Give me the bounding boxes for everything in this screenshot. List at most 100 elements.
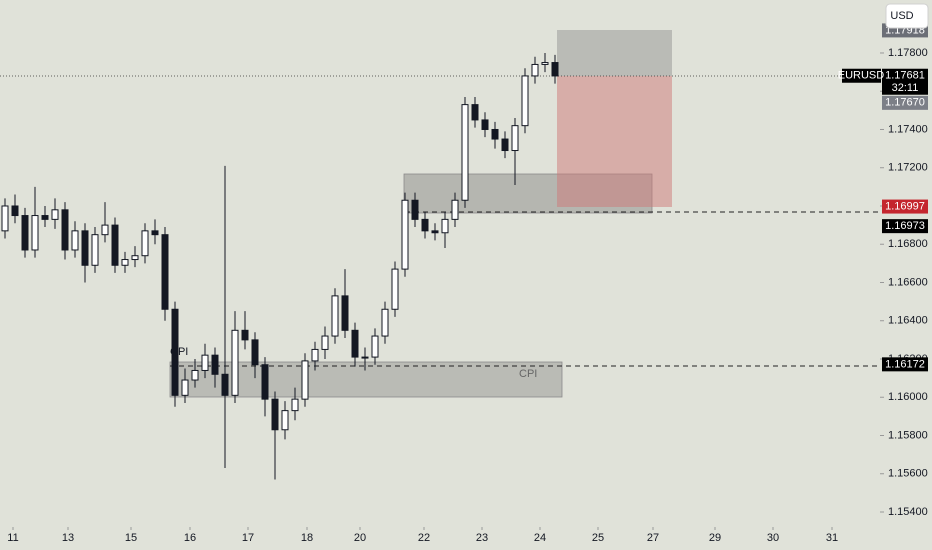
candle-body <box>491 128 499 140</box>
x-tick-label: 11 <box>7 532 18 544</box>
x-tick-label: 27 <box>647 532 659 544</box>
candle-body <box>161 234 169 310</box>
x-tick-label: 30 <box>767 532 779 544</box>
y-tick-label: 1.17200 <box>888 162 928 174</box>
candle-body <box>151 230 159 236</box>
price-label: 1.16172 <box>885 358 925 370</box>
candle-body <box>431 230 439 234</box>
price-label-box <box>882 199 928 214</box>
x-tick-label: 15 <box>125 532 137 544</box>
candle-body <box>341 295 349 331</box>
candle-body <box>371 335 379 358</box>
x-tick-label: 13 <box>62 532 74 544</box>
countdown: 32:11 <box>892 82 919 94</box>
candle-body <box>261 364 269 400</box>
price-axis: 1.154001.156001.158001.160001.162001.164… <box>838 23 928 518</box>
candle-body <box>401 199 409 270</box>
y-tick-label: 1.17800 <box>888 47 928 59</box>
candle-body <box>91 234 99 266</box>
candle-body <box>201 354 209 371</box>
candle-body <box>1 205 9 232</box>
candle-body <box>311 348 319 362</box>
currency[interactable]: USD <box>890 10 913 22</box>
candle-body <box>121 259 129 266</box>
price-label: 1.17681 <box>885 70 925 82</box>
candle-body <box>171 308 179 396</box>
candle-body <box>41 215 49 220</box>
candle-body <box>271 398 279 431</box>
target-zone <box>557 76 672 207</box>
candle-body <box>221 373 229 396</box>
x-tick-label: 17 <box>242 532 254 544</box>
price-label: 1.16997 <box>885 200 925 212</box>
candle-body <box>471 104 479 121</box>
currency-button[interactable] <box>885 3 929 29</box>
candle-body <box>451 199 459 220</box>
candle-body <box>551 62 559 77</box>
candle-body <box>541 62 549 65</box>
candle-body <box>101 224 109 236</box>
countdown-box <box>882 81 928 95</box>
candle-body <box>531 63 539 77</box>
candle-body <box>211 354 219 375</box>
candle-body <box>331 295 339 337</box>
x-tick-label: 24 <box>534 532 546 544</box>
candle-body <box>241 329 249 341</box>
candle-body <box>61 209 69 251</box>
candle-body <box>511 125 519 152</box>
x-tick-label: 25 <box>592 532 604 544</box>
candle-body <box>391 268 399 310</box>
candle-body <box>411 199 419 220</box>
stop-zone <box>557 30 672 76</box>
symbol-box <box>842 68 881 83</box>
candle-body <box>381 308 389 337</box>
candle-body <box>251 339 259 366</box>
x-tick-label: 23 <box>476 532 488 544</box>
candle-body <box>521 75 529 127</box>
y-tick-label: 1.16400 <box>888 315 928 327</box>
candle-body <box>281 410 289 431</box>
candle-body <box>351 329 359 358</box>
price-label: 1.16973 <box>885 220 925 232</box>
candle-body <box>141 230 149 257</box>
candle-body <box>11 205 19 217</box>
y-tick-label: 1.16600 <box>888 276 928 288</box>
x-tick-label: 22 <box>418 532 430 544</box>
y-tick-label: 1.15400 <box>888 506 928 518</box>
candle-body <box>71 230 79 251</box>
y-tick-label: 1.16800 <box>888 238 928 250</box>
price-label-box <box>882 95 928 110</box>
x-tick-label: 29 <box>709 532 721 544</box>
x-tick-label: 20 <box>354 532 366 544</box>
candle-body <box>191 369 199 381</box>
x-tick-label: 31 <box>826 532 838 544</box>
candle-body <box>361 356 369 359</box>
price-label-box <box>882 68 928 83</box>
annotation: CPI <box>519 368 537 380</box>
candle-body <box>461 104 469 201</box>
symbol: EURUSD <box>838 70 885 82</box>
candle-body <box>81 230 89 266</box>
candle-body <box>421 218 429 232</box>
candle-body <box>31 215 39 251</box>
x-tick-label: 18 <box>301 532 313 544</box>
y-tick-label: 1.15800 <box>888 429 928 441</box>
candles <box>1 52 559 480</box>
y-tick-label: 1.15600 <box>888 468 928 480</box>
candle-body <box>51 209 59 220</box>
candle-body <box>291 398 299 412</box>
candle-body <box>441 218 449 234</box>
cpi-zone <box>169 361 563 398</box>
candle-body <box>231 329 239 396</box>
candle-body <box>111 224 119 266</box>
x-tick-label: 16 <box>184 532 196 544</box>
candle-body <box>481 119 489 130</box>
candle-body <box>301 360 309 400</box>
price-label-box <box>882 357 928 372</box>
candle-body <box>501 138 509 152</box>
price-label-box <box>882 219 928 234</box>
y-tick-label: 1.17400 <box>888 123 928 135</box>
price-label: 1.17670 <box>885 97 925 109</box>
